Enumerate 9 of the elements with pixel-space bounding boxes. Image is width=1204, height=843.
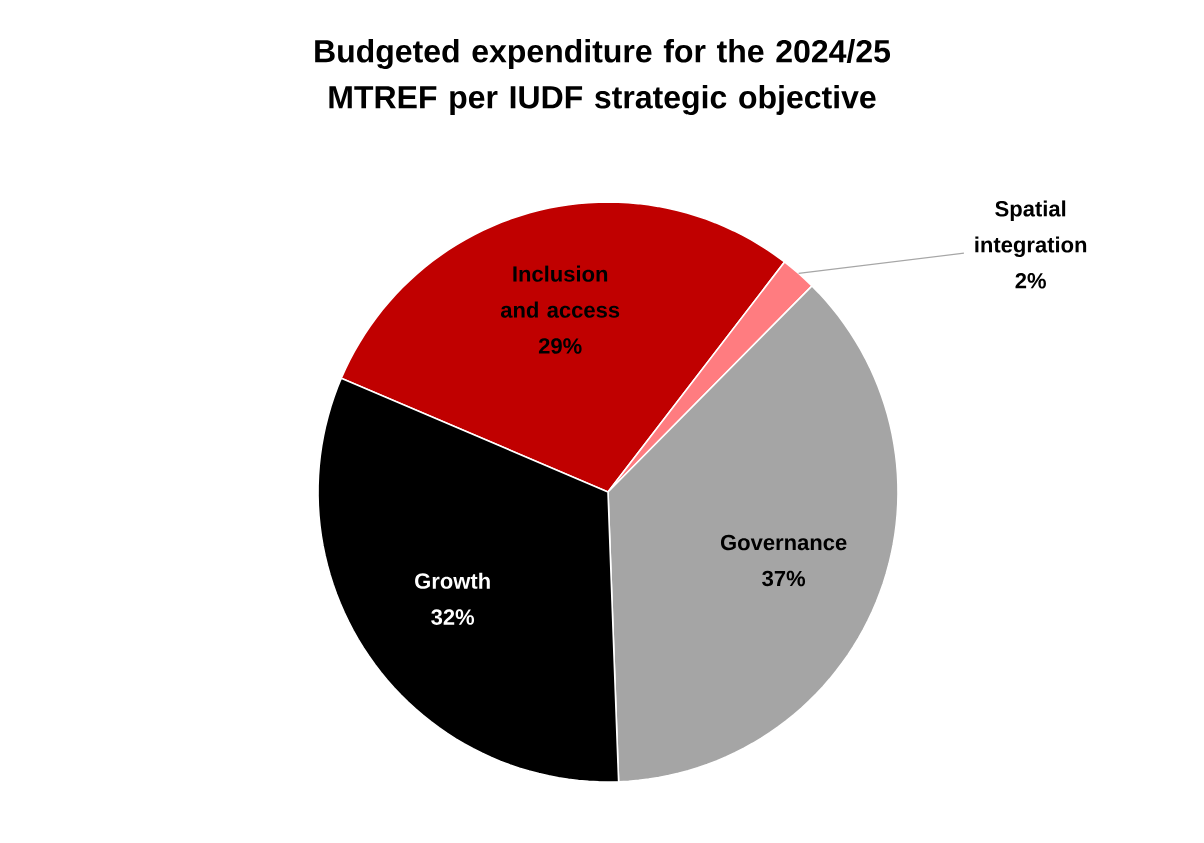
slice-label: Governance xyxy=(720,534,847,551)
data-label: 37% xyxy=(762,570,806,587)
data-label: 32% xyxy=(431,609,475,625)
slice-label: Inclusion and access xyxy=(500,265,620,318)
slice-label: Spatial integration xyxy=(975,200,1087,258)
chart-title: Budgeted expenditure for the 2024/25 MTREF per IUDF strategic objective xyxy=(315,39,891,116)
slice-label: Growth xyxy=(415,572,490,589)
data-label: 2% xyxy=(1015,273,1046,289)
data-label: 29% xyxy=(538,338,582,354)
